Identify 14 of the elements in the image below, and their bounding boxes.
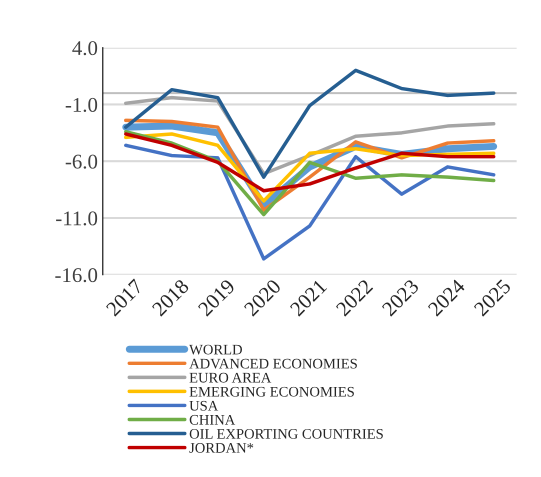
y-tick-label: -6.0 bbox=[66, 154, 98, 169]
legend-label: EURO AREA bbox=[190, 372, 272, 383]
legend-label: JORDAN* bbox=[189, 443, 254, 453]
y-tick-label: -1.0 bbox=[66, 98, 98, 112]
legend-label: ADVANCED ECONOMIES bbox=[189, 358, 357, 369]
legend-label: EMERGING ECONOMIES bbox=[190, 386, 354, 397]
legend-label: OIL EXPORTING COUNTRIES bbox=[190, 428, 383, 439]
y-tick-label: 4.0 bbox=[72, 41, 98, 56]
y-tick-label: -11.0 bbox=[56, 211, 98, 226]
legend-label: CHINA bbox=[190, 414, 236, 425]
y-tick-label: -16.0 bbox=[55, 268, 98, 282]
line-series bbox=[124, 68, 496, 179]
legend-label: USA bbox=[189, 400, 218, 411]
legend-label: WORLD bbox=[189, 344, 242, 355]
